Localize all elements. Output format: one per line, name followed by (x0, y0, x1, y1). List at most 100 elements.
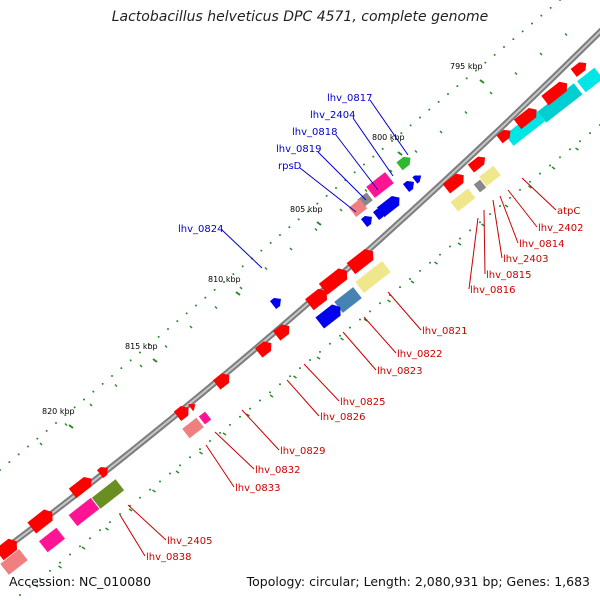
gene-rrna-3-shape (68, 497, 100, 527)
leader-rpsD (299, 167, 357, 213)
gene-trna-3-shape (372, 209, 384, 221)
leader-lhv-0822 (363, 316, 397, 354)
leader-lhv-0823 (342, 331, 377, 371)
tick-major (316, 221, 322, 226)
scale-dot-inner (259, 399, 261, 402)
scale-dot-outer (540, 14, 543, 17)
scale-dot-outer (92, 390, 95, 393)
gene-red-b1 (96, 467, 108, 479)
scale-dot-inner (369, 310, 371, 313)
kbp-label-800: 800 kbp (372, 133, 405, 142)
gene-rrna-4 (39, 527, 65, 553)
scale-dot-inner (309, 359, 311, 361)
gene-red-m7 (173, 406, 189, 422)
gene-cyan-2 (504, 110, 546, 146)
gene-pink-1 (348, 198, 368, 218)
tick-minor (89, 403, 93, 407)
gene-trna-7 (269, 298, 281, 310)
gene-red-b3-shape (27, 509, 53, 534)
scale-dot-inner (49, 569, 51, 572)
scale-dot-inner (329, 342, 331, 345)
gene-trna-4-shape (402, 181, 414, 193)
gene-steel-1-shape (334, 287, 362, 313)
gene-red-tr5-shape (467, 156, 486, 173)
scale-dot-inner (239, 415, 241, 418)
scale-dot-inner (519, 188, 521, 191)
gene-red-tr2 (541, 81, 568, 106)
scale-dot-inner (219, 431, 221, 434)
map-title: Lactobacillus helveticus DPC 4571, compl… (111, 9, 489, 25)
tick-minor (564, 32, 568, 37)
gene-rrna-1-shape (366, 172, 394, 198)
gene-label-lhv-0815: lhv_0815 (486, 270, 531, 281)
gene-pseudo-1-shape (479, 165, 501, 187)
scale-dot-inner (159, 480, 161, 483)
kbp-label-795: 795 kbp (450, 62, 483, 71)
scale-dot-outer (475, 69, 477, 72)
scale-dot-inner (299, 367, 301, 370)
gene-red-tr1 (570, 62, 587, 77)
scale-dot-outer (549, 6, 552, 9)
gene-red-tr2-shape (541, 81, 568, 106)
scale-dot-inner (539, 172, 541, 175)
gene-red-b3 (27, 509, 53, 534)
leader-lhv-0817 (369, 99, 409, 156)
scale-dot-inner (579, 140, 581, 143)
leader-lhv-0815 (483, 209, 486, 275)
scale-dot-outer (223, 281, 225, 283)
genome-summary-text: Topology: circular; Length: 2,080,931 bp… (246, 574, 590, 589)
scale-dot-inner (39, 577, 41, 580)
gene-rrna-1 (366, 172, 394, 198)
tick-minor (164, 344, 168, 349)
tick-minor (239, 286, 243, 290)
gene-cyan-2-shape (504, 110, 546, 146)
tick-major (397, 151, 403, 156)
gene-red-m1-shape (346, 248, 374, 275)
scale-dot-outer (260, 249, 263, 252)
tick-minor (364, 188, 368, 193)
gene-red-tr3-shape (513, 107, 537, 130)
gene-pseudo-3 (355, 261, 391, 293)
scale-dot-outer (17, 453, 20, 456)
scale-dot-outer (493, 53, 496, 56)
kbp-label-805: 805 kbp (290, 205, 323, 214)
gene-label-lhv-0824: lhv_0824 (178, 224, 223, 235)
scale-dot-inner (199, 448, 201, 451)
scale-dot-outer (419, 116, 421, 119)
leader-lhv-0819 (317, 151, 367, 201)
tick-inner (551, 166, 556, 170)
scale-dot-outer (279, 234, 281, 236)
tick-minor (489, 91, 493, 95)
scale-dot-inner (29, 585, 31, 588)
scale-dot-inner (379, 302, 381, 305)
scale-dot-outer (297, 218, 300, 221)
scale-dot-inner (409, 277, 411, 280)
leader-lhv-2402 (507, 189, 538, 228)
scale-dot-outer (111, 375, 113, 377)
gene-label-lhv-0817: lhv_0817 (327, 93, 372, 104)
gene-red-tr3 (513, 107, 537, 130)
gene-red-tr5 (467, 156, 486, 173)
scale-dot-inner (569, 148, 571, 151)
gene-grey-1 (473, 179, 487, 193)
gene-trna-7-shape (269, 298, 281, 310)
tick-inner (528, 185, 532, 189)
scale-dot-outer (409, 124, 412, 127)
leader-lhv-0816 (468, 217, 479, 290)
leader-lhv-2404 (352, 117, 394, 177)
leader-lhv-0833 (205, 444, 235, 488)
scale-dot-inner (69, 553, 71, 556)
gene-label-lhv-0814: lhv_0814 (519, 239, 564, 250)
gene-trna-4 (402, 181, 414, 193)
scale-dot-outer (167, 328, 169, 330)
scale-dot-outer (447, 93, 449, 95)
scale-dot-outer (232, 273, 235, 276)
scale-dot-inner (559, 156, 561, 159)
gene-pink-1-shape (348, 198, 368, 218)
scale-dot-inner (419, 269, 421, 272)
scale-dot-outer (176, 320, 179, 323)
scale-dot-outer (185, 312, 188, 315)
gene-features (0, 62, 600, 575)
gene-olive-1 (91, 479, 125, 509)
gene-label-lhv-0822: lhv_0822 (397, 349, 442, 360)
